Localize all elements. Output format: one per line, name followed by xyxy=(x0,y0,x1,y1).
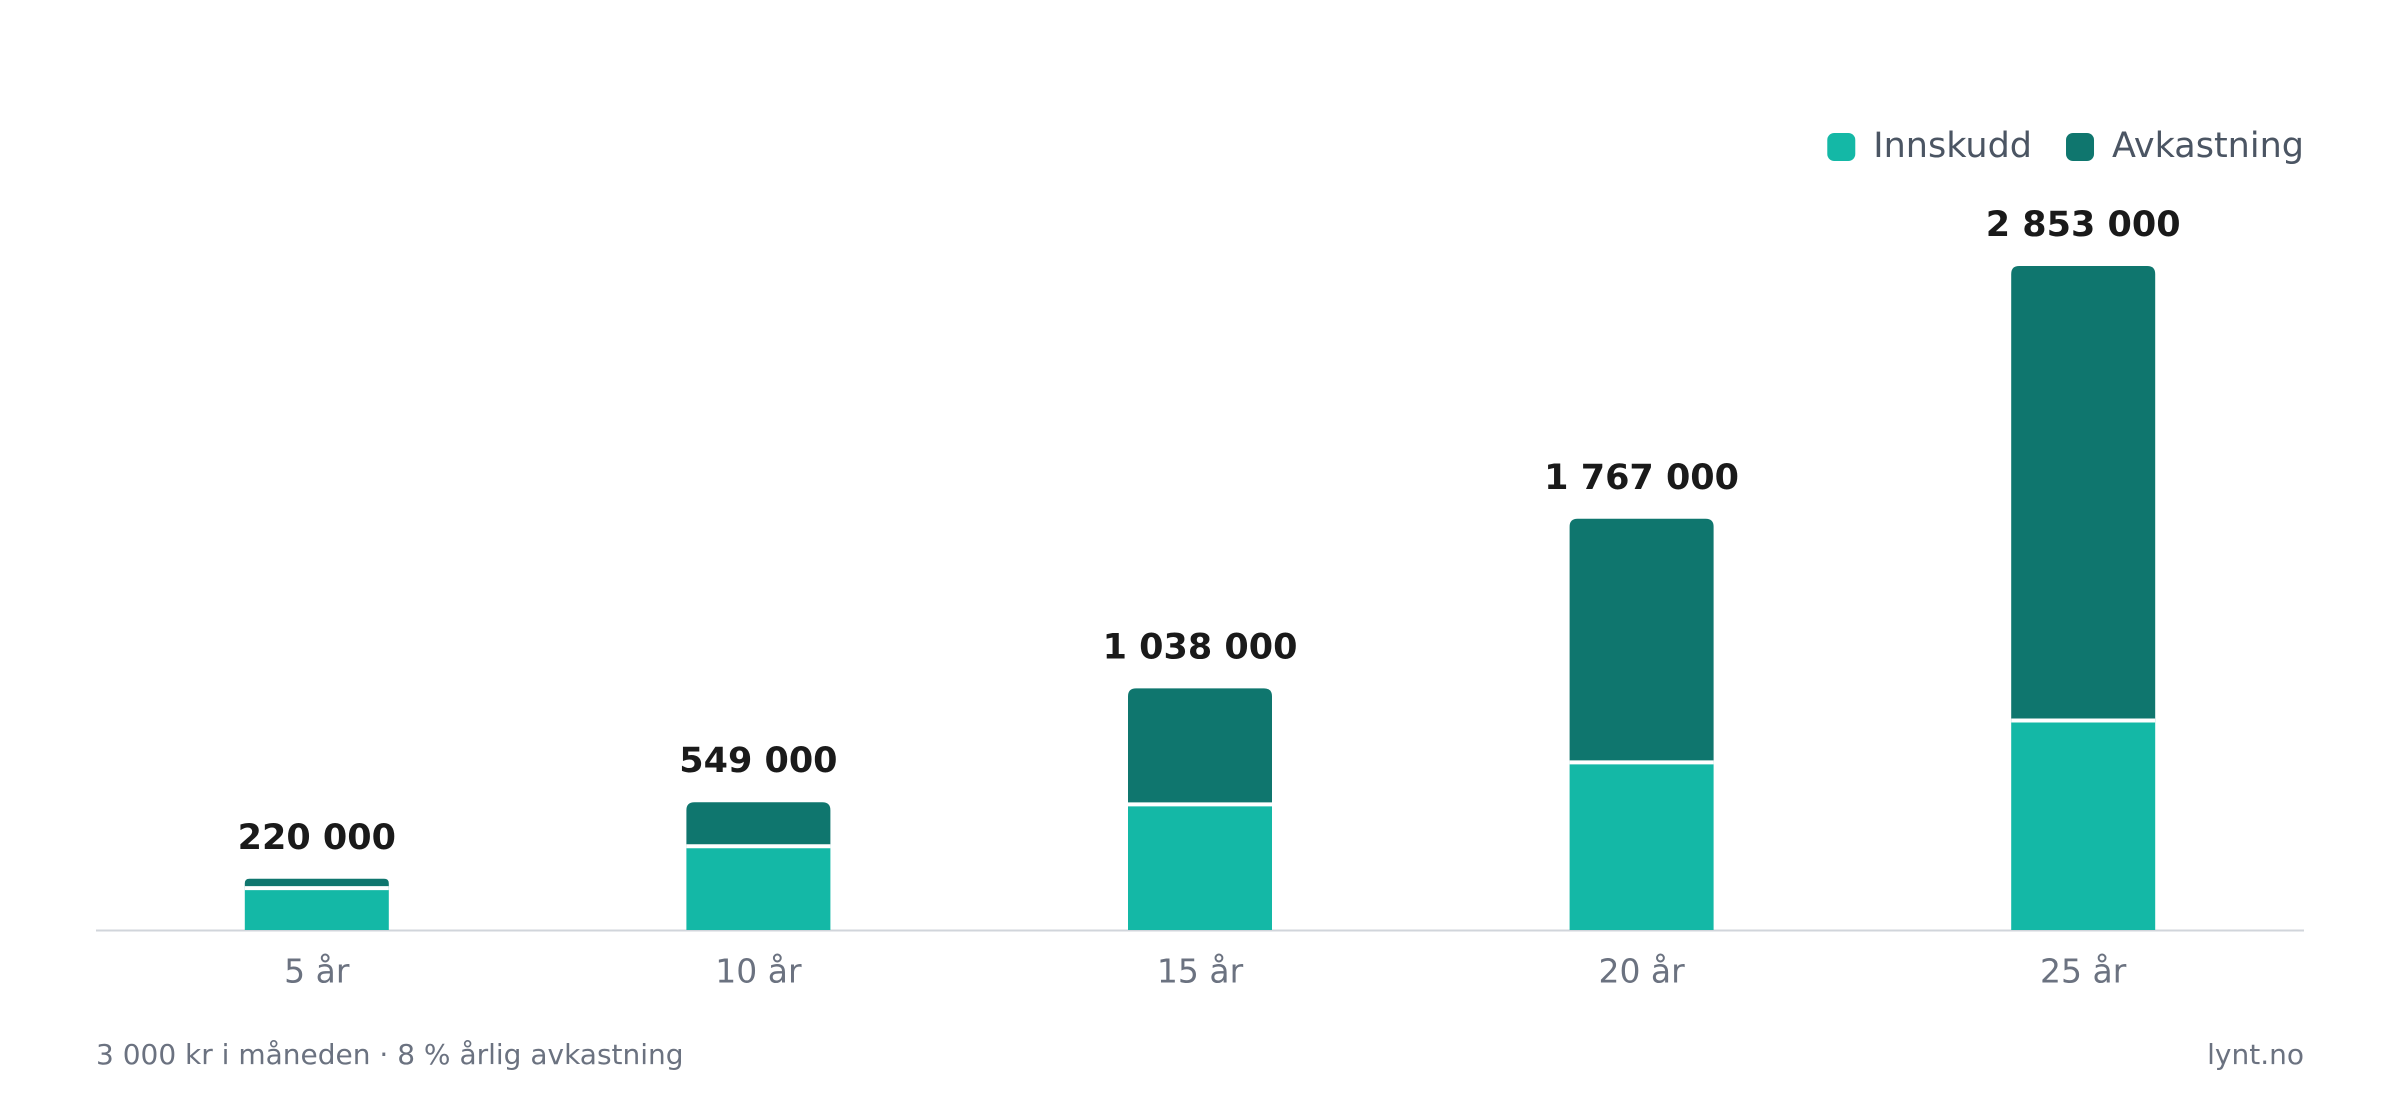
x-tick-label: 20 år xyxy=(1598,952,1685,991)
x-tick-label: 25 år xyxy=(2040,952,2127,991)
footer-source: lynt.no xyxy=(2207,1038,2304,1071)
legend-swatch xyxy=(1827,133,1856,161)
bar-segment xyxy=(1569,762,1714,930)
bar-segment xyxy=(2011,720,2156,930)
bar-segment xyxy=(2011,266,2156,721)
bar-segment xyxy=(686,802,831,847)
total-label: 2 853 000 xyxy=(1986,205,2181,245)
legend-label: Avkastning xyxy=(2112,126,2304,166)
bar-segment xyxy=(1128,688,1272,805)
bar-segment xyxy=(244,878,389,889)
bar-segment xyxy=(1128,804,1272,930)
total-label: 1 038 000 xyxy=(1103,627,1298,667)
x-tick-label: 5 år xyxy=(284,952,350,991)
bar-segment xyxy=(244,888,389,930)
total-label: 549 000 xyxy=(679,741,837,781)
footer-note: 3 000 kr i måneden · 8 % årlig avkastnin… xyxy=(96,1038,684,1071)
total-label: 1 767 000 xyxy=(1544,458,1739,498)
total-label: 220 000 xyxy=(238,818,396,858)
bar-segment xyxy=(1569,518,1714,763)
legend-label: Innskudd xyxy=(1873,126,2032,166)
bar-segment xyxy=(686,846,831,930)
legend-swatch xyxy=(2066,133,2095,161)
x-tick-label: 15 år xyxy=(1157,952,1244,991)
x-tick-label: 10 år xyxy=(715,952,802,991)
